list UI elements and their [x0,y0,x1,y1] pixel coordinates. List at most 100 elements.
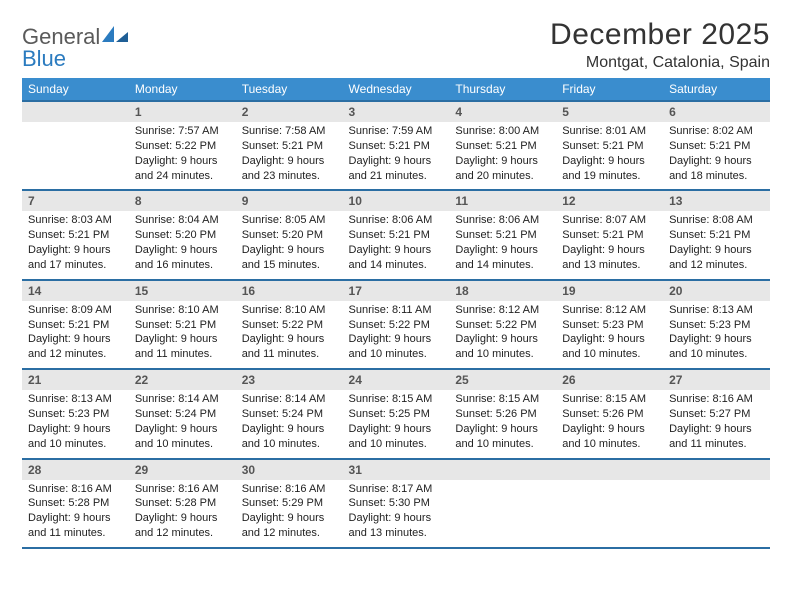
sunrise-text: Sunrise: 8:12 AM [455,303,550,318]
sunset-text: Sunset: 5:25 PM [349,407,444,422]
daylight-text: Daylight: 9 hours and 14 minutes. [349,243,444,273]
sunset-text: Sunset: 5:22 PM [349,318,444,333]
sunset-text: Sunset: 5:23 PM [562,318,657,333]
day-number: 9 [236,191,343,211]
sunrise-text: Sunrise: 8:15 AM [455,392,550,407]
daylight-text: Daylight: 9 hours and 10 minutes. [562,422,657,452]
sunrise-text: Sunrise: 8:13 AM [28,392,123,407]
sunrise-text: Sunrise: 8:06 AM [455,213,550,228]
day-body: Sunrise: 8:03 AMSunset: 5:21 PMDaylight:… [22,211,129,278]
daylight-text: Daylight: 9 hours and 10 minutes. [455,332,550,362]
daylight-text: Daylight: 9 hours and 15 minutes. [242,243,337,273]
sunrise-text: Sunrise: 8:07 AM [562,213,657,228]
sunrise-text: Sunrise: 8:17 AM [349,482,444,497]
daylight-text: Daylight: 9 hours and 16 minutes. [135,243,230,273]
sunrise-text: Sunrise: 8:16 AM [242,482,337,497]
calendar-day-cell [663,459,770,548]
sunset-text: Sunset: 5:22 PM [455,318,550,333]
calendar-day-cell: 24Sunrise: 8:15 AMSunset: 5:25 PMDayligh… [343,369,450,458]
day-body: Sunrise: 8:10 AMSunset: 5:22 PMDaylight:… [236,301,343,368]
day-number: 12 [556,191,663,211]
day-body: Sunrise: 8:11 AMSunset: 5:22 PMDaylight:… [343,301,450,368]
day-body: Sunrise: 8:12 AMSunset: 5:22 PMDaylight:… [449,301,556,368]
sunrise-text: Sunrise: 8:16 AM [669,392,764,407]
sunset-text: Sunset: 5:21 PM [562,228,657,243]
day-body: Sunrise: 7:58 AMSunset: 5:21 PMDaylight:… [236,122,343,189]
day-number: 8 [129,191,236,211]
day-number-empty [449,460,556,480]
day-number: 29 [129,460,236,480]
brand-logo: General Blue [22,18,130,70]
sunset-text: Sunset: 5:21 PM [455,139,550,154]
day-body: Sunrise: 7:59 AMSunset: 5:21 PMDaylight:… [343,122,450,189]
calendar-page: General Blue December 2025 Montgat, Cata… [0,0,792,549]
sunrise-text: Sunrise: 8:02 AM [669,124,764,139]
daylight-text: Daylight: 9 hours and 10 minutes. [242,422,337,452]
day-number: 13 [663,191,770,211]
day-body-empty [449,480,556,542]
day-body: Sunrise: 8:14 AMSunset: 5:24 PMDaylight:… [236,390,343,457]
day-number: 18 [449,281,556,301]
weekday-header-cell: Tuesday [236,78,343,101]
day-number: 26 [556,370,663,390]
calendar-day-cell: 5Sunrise: 8:01 AMSunset: 5:21 PMDaylight… [556,101,663,190]
weekday-header-cell: Saturday [663,78,770,101]
sunrise-text: Sunrise: 8:14 AM [242,392,337,407]
sunrise-text: Sunrise: 8:15 AM [562,392,657,407]
sunset-text: Sunset: 5:26 PM [562,407,657,422]
day-body: Sunrise: 8:16 AMSunset: 5:28 PMDaylight:… [22,480,129,547]
sunrise-text: Sunrise: 7:57 AM [135,124,230,139]
day-number: 5 [556,102,663,122]
weekday-header-cell: Monday [129,78,236,101]
calendar-day-cell: 9Sunrise: 8:05 AMSunset: 5:20 PMDaylight… [236,190,343,279]
sunset-text: Sunset: 5:21 PM [135,318,230,333]
calendar-day-cell: 4Sunrise: 8:00 AMSunset: 5:21 PMDaylight… [449,101,556,190]
calendar-body: 1Sunrise: 7:57 AMSunset: 5:22 PMDaylight… [22,101,770,548]
sunset-text: Sunset: 5:22 PM [242,318,337,333]
calendar-day-cell: 6Sunrise: 8:02 AMSunset: 5:21 PMDaylight… [663,101,770,190]
sunset-text: Sunset: 5:24 PM [242,407,337,422]
calendar-day-cell: 2Sunrise: 7:58 AMSunset: 5:21 PMDaylight… [236,101,343,190]
daylight-text: Daylight: 9 hours and 24 minutes. [135,154,230,184]
day-body: Sunrise: 8:10 AMSunset: 5:21 PMDaylight:… [129,301,236,368]
calendar-day-cell: 14Sunrise: 8:09 AMSunset: 5:21 PMDayligh… [22,280,129,369]
day-body: Sunrise: 7:57 AMSunset: 5:22 PMDaylight:… [129,122,236,189]
calendar-day-cell: 25Sunrise: 8:15 AMSunset: 5:26 PMDayligh… [449,369,556,458]
daylight-text: Daylight: 9 hours and 12 minutes. [669,243,764,273]
day-body: Sunrise: 8:00 AMSunset: 5:21 PMDaylight:… [449,122,556,189]
sunrise-text: Sunrise: 8:03 AM [28,213,123,228]
sunrise-text: Sunrise: 8:16 AM [28,482,123,497]
calendar-day-cell: 17Sunrise: 8:11 AMSunset: 5:22 PMDayligh… [343,280,450,369]
daylight-text: Daylight: 9 hours and 10 minutes. [349,332,444,362]
day-number-empty [663,460,770,480]
sunrise-text: Sunrise: 8:15 AM [349,392,444,407]
daylight-text: Daylight: 9 hours and 12 minutes. [28,332,123,362]
calendar-day-cell: 30Sunrise: 8:16 AMSunset: 5:29 PMDayligh… [236,459,343,548]
daylight-text: Daylight: 9 hours and 21 minutes. [349,154,444,184]
calendar-week-row: 21Sunrise: 8:13 AMSunset: 5:23 PMDayligh… [22,369,770,458]
month-title: December 2025 [550,18,770,52]
daylight-text: Daylight: 9 hours and 11 minutes. [242,332,337,362]
calendar-day-cell: 21Sunrise: 8:13 AMSunset: 5:23 PMDayligh… [22,369,129,458]
logo-text: General Blue [22,24,130,70]
day-number: 2 [236,102,343,122]
calendar-day-cell: 13Sunrise: 8:08 AMSunset: 5:21 PMDayligh… [663,190,770,279]
day-body-empty [22,122,129,184]
location-subtitle: Montgat, Catalonia, Spain [550,54,770,72]
calendar-day-cell: 1Sunrise: 7:57 AMSunset: 5:22 PMDaylight… [129,101,236,190]
calendar-day-cell: 8Sunrise: 8:04 AMSunset: 5:20 PMDaylight… [129,190,236,279]
calendar-week-row: 14Sunrise: 8:09 AMSunset: 5:21 PMDayligh… [22,280,770,369]
sunrise-text: Sunrise: 8:13 AM [669,303,764,318]
sunrise-text: Sunrise: 8:01 AM [562,124,657,139]
day-body: Sunrise: 8:04 AMSunset: 5:20 PMDaylight:… [129,211,236,278]
calendar-day-cell: 23Sunrise: 8:14 AMSunset: 5:24 PMDayligh… [236,369,343,458]
day-body: Sunrise: 8:15 AMSunset: 5:25 PMDaylight:… [343,390,450,457]
sunset-text: Sunset: 5:22 PM [135,139,230,154]
sunrise-text: Sunrise: 8:16 AM [135,482,230,497]
daylight-text: Daylight: 9 hours and 10 minutes. [28,422,123,452]
daylight-text: Daylight: 9 hours and 10 minutes. [349,422,444,452]
daylight-text: Daylight: 9 hours and 19 minutes. [562,154,657,184]
daylight-text: Daylight: 9 hours and 11 minutes. [135,332,230,362]
sunset-text: Sunset: 5:21 PM [349,228,444,243]
calendar-day-cell: 10Sunrise: 8:06 AMSunset: 5:21 PMDayligh… [343,190,450,279]
